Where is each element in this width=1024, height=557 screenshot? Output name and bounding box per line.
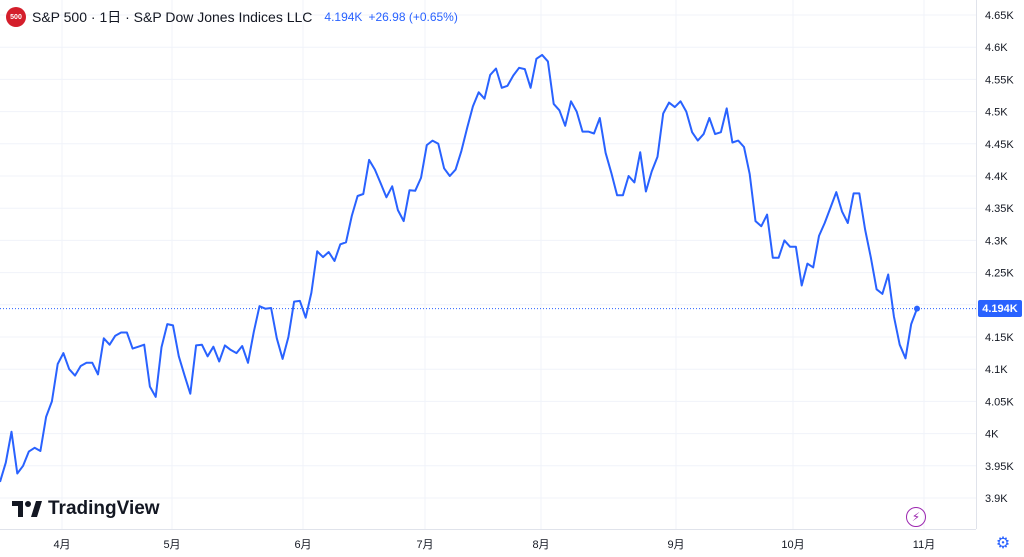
last-value: 4.194K: [324, 10, 363, 24]
y-tick-label: 4.35K: [985, 203, 1014, 215]
y-axis: 4.65K 4.6K 4.55K 4.5K 4.45K 4.4K 4.35K 4.3K 4.25…: [985, 10, 1014, 505]
y-tick-label: 4.1K: [985, 364, 1008, 376]
symbol-header: 500 S&P 500 · 1日 · S&P Dow Jones Indices…: [6, 6, 458, 28]
x-tick-label: 9月: [667, 539, 684, 551]
x-tick-label: 11月: [913, 539, 935, 551]
y-tick-label: 4.05K: [985, 396, 1014, 408]
logo-text: TradingView: [48, 498, 160, 519]
y-tick-label: 3.95K: [985, 461, 1014, 473]
symbol-title[interactable]: S&P 500 · 1日 · S&P Dow Jones Indices LLC: [32, 9, 313, 25]
y-tick-label: 3.9K: [985, 493, 1008, 505]
price-change: +26.98 (+0.65%): [368, 10, 458, 24]
x-tick-label: 8月: [532, 539, 549, 551]
gear-icon[interactable]: ⚙: [995, 535, 1011, 552]
time-axis-divider: [0, 529, 976, 530]
y-tick-label: 4.45K: [985, 139, 1014, 151]
last-price-label: 4.194K: [978, 300, 1022, 318]
tradingview-logo[interactable]: TradingView: [12, 498, 160, 520]
y-tick-label: 4.65K: [985, 10, 1014, 22]
x-tick-label: 4月: [53, 539, 70, 551]
x-tick-label: 7月: [416, 539, 433, 551]
y-tick-label: 4.25K: [985, 268, 1014, 280]
y-tick-label: 4.5K: [985, 107, 1008, 119]
x-tick-label: 5月: [163, 539, 180, 551]
last-point-marker: [914, 305, 920, 312]
y-tick-label: 4K: [985, 429, 999, 441]
y-tick-label: 4.3K: [985, 235, 1008, 247]
symbol-badge[interactable]: 500: [6, 7, 26, 27]
price-axis-divider: [976, 0, 977, 529]
y-tick-label: 4.15K: [985, 332, 1014, 344]
tradingview-logo-icon: [12, 501, 42, 517]
series-line: [0, 53, 918, 483]
x-axis: 4月 5月 6月 7月 8月 9月 10月 11月: [53, 539, 935, 551]
y-tick-label: 4.6K: [985, 42, 1008, 54]
lightning-icon[interactable]: ⚡: [906, 507, 926, 527]
y-tick-label: 4.4K: [985, 171, 1008, 183]
y-tick-label: 4.55K: [985, 74, 1014, 86]
x-tick-label: 6月: [294, 539, 311, 551]
x-tick-label: 10月: [781, 539, 804, 551]
chart-grid: [0, 0, 976, 529]
